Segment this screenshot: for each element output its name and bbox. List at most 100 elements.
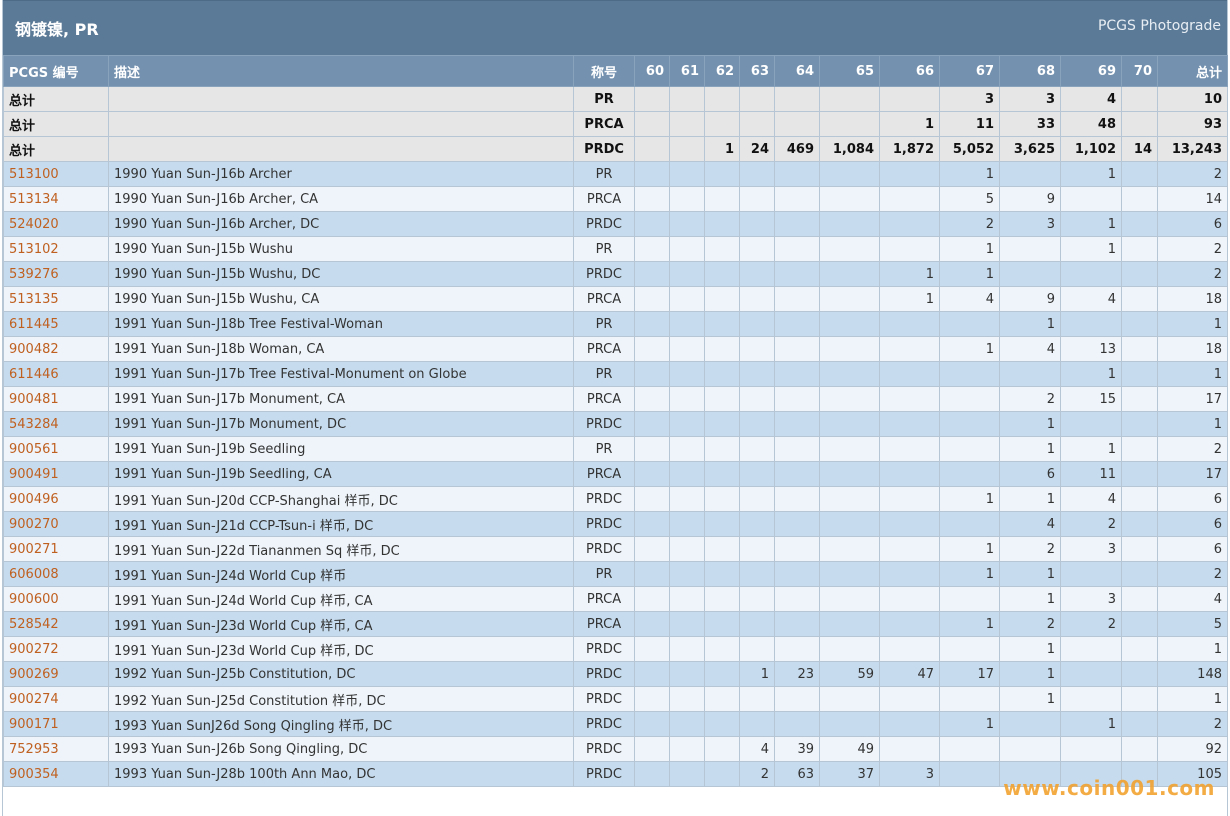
- col-header-grade[interactable]: 68: [999, 55, 1061, 87]
- grade-count: 1: [879, 286, 940, 312]
- pcgs-number-link[interactable]: 539276: [3, 261, 109, 287]
- pcgs-number-link[interactable]: 611446: [3, 361, 109, 387]
- col-header-pcgs[interactable]: PCGS 编号: [3, 55, 109, 87]
- grade-count: [879, 236, 940, 262]
- pcgs-number-link[interactable]: 752953: [3, 736, 109, 762]
- total-grade-count: [819, 86, 880, 112]
- pcgs-number-link[interactable]: 900354: [3, 761, 109, 787]
- grade-count: [1121, 586, 1158, 612]
- grade-count: [819, 236, 880, 262]
- grade-count: [704, 386, 740, 412]
- grade-count: [634, 361, 670, 387]
- pcgs-number-link[interactable]: 543284: [3, 411, 109, 437]
- pcgs-number-link[interactable]: 900481: [3, 386, 109, 412]
- grade-count: [739, 636, 775, 662]
- grade-count: [669, 536, 705, 562]
- grade-count: [879, 411, 940, 437]
- grade-count: [739, 411, 775, 437]
- pcgs-number-link[interactable]: 900482: [3, 336, 109, 362]
- table-row: 900272 1991 Yuan Sun-J23d World Cup 样币, D…: [3, 636, 1228, 662]
- grade-count: [704, 761, 740, 787]
- grade-count: [634, 486, 670, 512]
- grade-count: [634, 661, 670, 687]
- grade-count: [704, 361, 740, 387]
- pcgs-number-link[interactable]: 606008: [3, 561, 109, 587]
- row-total: 1: [1157, 361, 1228, 387]
- col-header-grade[interactable]: 65: [819, 55, 880, 87]
- col-header-grade[interactable]: 60: [634, 55, 670, 87]
- pcgs-number-link[interactable]: 900274: [3, 686, 109, 712]
- table-row: 513134 1990 Yuan Sun-J16b Archer, CA PRCA 5…: [3, 186, 1228, 212]
- table-row: 900481 1991 Yuan Sun-J17b Monument, CA PRC…: [3, 386, 1228, 412]
- pcgs-number-link[interactable]: 900496: [3, 486, 109, 512]
- grade-count: [1121, 561, 1158, 587]
- grade-count: [879, 536, 940, 562]
- total-grade-count: 48: [1060, 111, 1122, 137]
- pcgs-number-link[interactable]: 900561: [3, 436, 109, 462]
- pcgs-number-link[interactable]: 900600: [3, 586, 109, 612]
- grade-count: [999, 161, 1061, 187]
- grade-count: [704, 661, 740, 687]
- designation: PRDC: [573, 411, 635, 437]
- col-header-grade[interactable]: 61: [669, 55, 705, 87]
- grade-count: [739, 461, 775, 487]
- col-header-grade[interactable]: 63: [739, 55, 775, 87]
- pcgs-number-link[interactable]: 900270: [3, 511, 109, 537]
- designation: PRDC: [573, 536, 635, 562]
- pcgs-number-link[interactable]: 528542: [3, 611, 109, 637]
- coin-description: 1990 Yuan Sun-J16b Archer: [108, 161, 574, 187]
- grade-count: [704, 236, 740, 262]
- grade-count: [634, 736, 670, 762]
- designation: PR: [573, 311, 635, 337]
- total-grade-count: 1: [879, 111, 940, 137]
- grade-count: [879, 386, 940, 412]
- grade-count: 2: [939, 211, 1000, 237]
- grade-count: [939, 461, 1000, 487]
- pcgs-number-link[interactable]: 524020: [3, 211, 109, 237]
- grade-count: [879, 611, 940, 637]
- grade-count: [739, 436, 775, 462]
- grade-count: [634, 761, 670, 787]
- total-grade-count: 1: [704, 136, 740, 162]
- col-header-designation[interactable]: 称号: [573, 55, 635, 87]
- col-header-grade[interactable]: 67: [939, 55, 1000, 87]
- col-header-desc[interactable]: 描述: [108, 55, 574, 87]
- pcgs-number-link[interactable]: 513134: [3, 186, 109, 212]
- grade-count: [999, 236, 1061, 262]
- pcgs-number-link[interactable]: 900269: [3, 661, 109, 687]
- grade-count: [634, 561, 670, 587]
- table-row: 900561 1991 Yuan Sun-J19b Seedling PR 1 1 2: [3, 436, 1228, 462]
- table-row: 900270 1991 Yuan Sun-J21d CCP-Tsun-i 样币, …: [3, 511, 1228, 537]
- grade-count: [819, 211, 880, 237]
- pcgs-number-link[interactable]: 900171: [3, 711, 109, 737]
- grade-count: [1121, 161, 1158, 187]
- pcgs-number-link[interactable]: 513102: [3, 236, 109, 262]
- grade-count: 59: [819, 661, 880, 687]
- total-grade-count: [634, 111, 670, 137]
- pcgs-number-link[interactable]: 513135: [3, 286, 109, 312]
- col-header-grade[interactable]: 62: [704, 55, 740, 87]
- grade-count: [704, 636, 740, 662]
- col-header-grade[interactable]: 69: [1060, 55, 1122, 87]
- coin-description: 1991 Yuan Sun-J17b Tree Festival-Monumen…: [108, 361, 574, 387]
- grade-count: [774, 411, 820, 437]
- coin-description: 1990 Yuan Sun-J15b Wushu, CA: [108, 286, 574, 312]
- col-header-grade[interactable]: 64: [774, 55, 820, 87]
- pcgs-number-link[interactable]: 513100: [3, 161, 109, 187]
- col-header-total[interactable]: 总计: [1157, 55, 1228, 87]
- total-row: 总计 PRCA 1 11 33 48 93: [3, 111, 1228, 137]
- grade-count: 1: [999, 436, 1061, 462]
- pcgs-number-link[interactable]: 900272: [3, 636, 109, 662]
- photograde-link[interactable]: PCGS Photograde: [1097, 17, 1221, 34]
- grade-count: [634, 686, 670, 712]
- total-grade-count: [1121, 86, 1158, 112]
- pcgs-number-link[interactable]: 900271: [3, 536, 109, 562]
- col-header-grade[interactable]: 70: [1121, 55, 1158, 87]
- grade-count: [739, 486, 775, 512]
- grade-count: [1121, 411, 1158, 437]
- total-grade-count: [1121, 111, 1158, 137]
- pcgs-number-link[interactable]: 900491: [3, 461, 109, 487]
- grade-count: [669, 636, 705, 662]
- col-header-grade[interactable]: 66: [879, 55, 940, 87]
- pcgs-number-link[interactable]: 611445: [3, 311, 109, 337]
